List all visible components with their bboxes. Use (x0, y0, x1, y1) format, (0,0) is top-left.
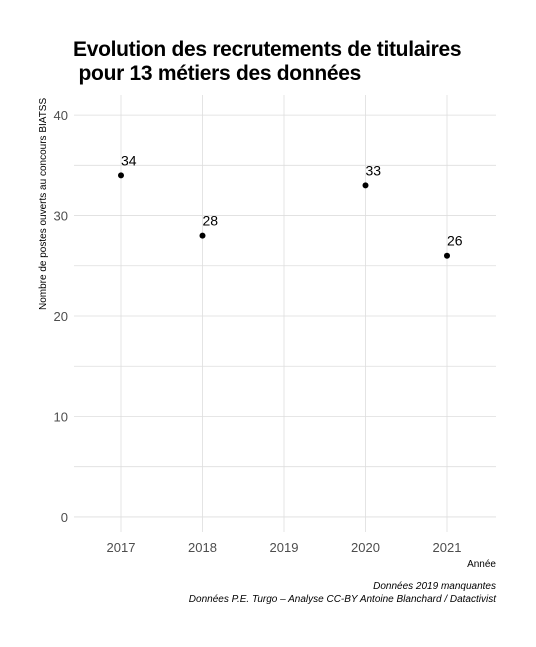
x-tick-label: 2017 (107, 540, 136, 555)
y-tick-label: 0 (61, 510, 68, 525)
y-tick-label: 30 (54, 209, 68, 224)
x-tick-label: 2021 (433, 540, 462, 555)
data-label: 33 (366, 162, 382, 178)
x-tick-label: 2019 (270, 540, 299, 555)
caption-missing-data: Données 2019 manquantes (373, 581, 496, 592)
grid-lines (74, 95, 496, 532)
data-label: 34 (121, 152, 137, 168)
data-point (118, 172, 124, 179)
x-tick-label: 2020 (351, 540, 380, 555)
y-tick-label: 40 (54, 108, 68, 123)
y-axis-label: Nombre de postes ouverts au concours BIA… (38, 98, 49, 310)
y-tick-label: 20 (54, 309, 68, 324)
y-tick-label: 10 (54, 409, 68, 424)
chart-title: Evolution des recrutements de titulaires… (73, 38, 462, 85)
data-point (199, 232, 206, 239)
data-points (118, 172, 450, 259)
x-axis-label: Année (467, 559, 496, 570)
y-axis-ticks: 0 10 20 30 40 (54, 108, 68, 525)
x-axis-ticks: 2017 2018 2019 2020 2021 (107, 540, 462, 555)
data-point (444, 252, 450, 259)
x-tick-label: 2018 (188, 540, 217, 555)
data-label: 28 (203, 213, 219, 229)
data-label: 26 (447, 233, 463, 249)
caption-source: Données P.E. Turgo – Analyse CC-BY Antoi… (188, 594, 496, 605)
data-labels: 34 28 33 26 (121, 152, 463, 248)
data-point (362, 182, 369, 189)
